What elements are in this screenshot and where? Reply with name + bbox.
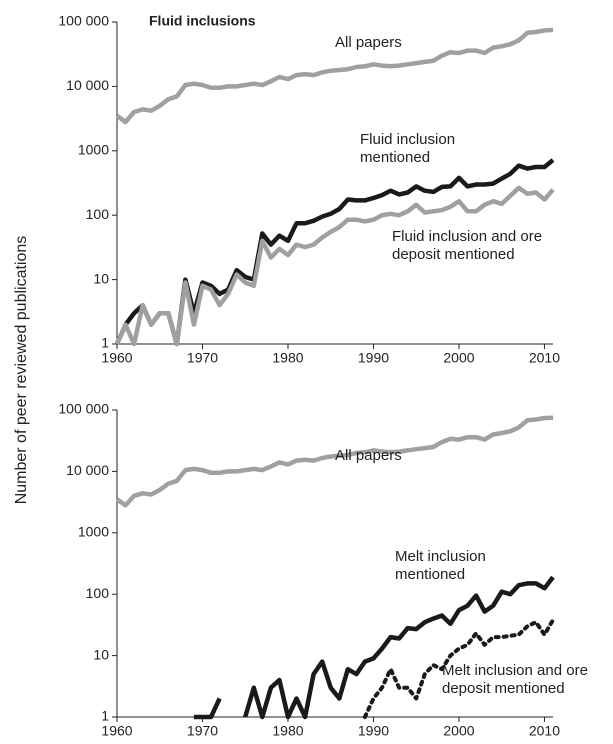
y-tick-label: 100 000 <box>58 401 109 417</box>
y-tick-label: 10 000 <box>66 77 109 93</box>
series-label: All papers <box>335 447 402 464</box>
y-tick-label: 10 000 <box>66 462 109 478</box>
x-tick-label: 1980 <box>272 350 303 366</box>
series-line <box>114 185 555 347</box>
series-line <box>362 618 555 719</box>
y-tick-label: 10 <box>93 646 109 662</box>
series-label: Fluid inclusion and ore deposit mentione… <box>392 228 543 263</box>
x-tick-label: 2000 <box>443 723 474 739</box>
y-tick-label: 1 <box>101 335 109 351</box>
series-line <box>115 27 554 125</box>
x-tick-label: 2000 <box>443 350 474 366</box>
y-tick-label: 10 <box>93 270 109 286</box>
x-tick-label: 1990 <box>358 723 389 739</box>
x-tick-label: 1960 <box>101 723 132 739</box>
x-tick-label: 1980 <box>272 723 303 739</box>
y-tick-label: 1000 <box>78 524 109 540</box>
y-tick-label: 1 <box>101 708 109 724</box>
series-label: Fluid inclusion mentioned <box>360 131 456 166</box>
y-tick-label: 100 000 <box>58 13 109 29</box>
chart-title: Fluid inclusions <box>149 13 256 29</box>
x-tick-label: 1990 <box>358 350 389 366</box>
x-tick-label: 1970 <box>187 350 218 366</box>
series-label: Melt inclusion and ore deposit mentioned <box>442 662 588 697</box>
series-label: Melt inclusion mentioned <box>395 548 486 583</box>
y-tick-label: 1000 <box>78 142 109 158</box>
series-line <box>115 415 554 508</box>
x-tick-label: 2010 <box>529 723 560 739</box>
series-label: All papers <box>335 34 402 51</box>
x-tick-label: 2010 <box>529 350 560 366</box>
y-tick-label: 100 <box>86 206 110 222</box>
y-axis-label: Number of peer reviewed publications <box>13 236 30 505</box>
series-line <box>193 575 555 720</box>
y-tick-label: 100 <box>86 585 110 601</box>
x-tick-label: 1960 <box>101 350 132 366</box>
x-tick-label: 1970 <box>187 723 218 739</box>
